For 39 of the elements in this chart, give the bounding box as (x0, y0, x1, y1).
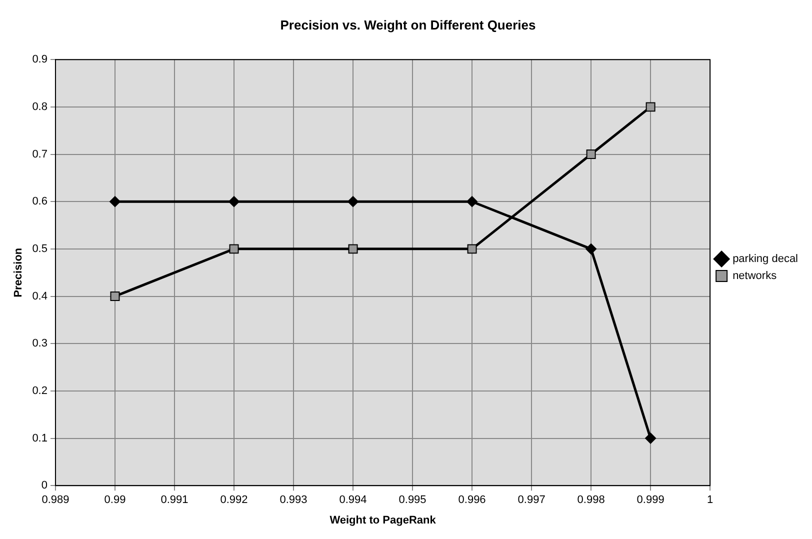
x-tick-label: 0.994 (339, 494, 367, 506)
x-tick-label: 0.995 (398, 494, 426, 506)
x-tick-label: 0.991 (160, 494, 188, 506)
x-axis-title: Weight to PageRank (330, 514, 437, 526)
y-tick-label: 0.8 (32, 100, 48, 113)
chart-title: Precision vs. Weight on Different Queries (280, 17, 536, 32)
y-tick-label: 0.2 (32, 384, 48, 397)
x-tick-label: 0.996 (458, 494, 486, 506)
y-tick-label: 0.6 (32, 196, 48, 208)
point (645, 432, 656, 444)
x-tick-label: 0.99 (104, 494, 126, 506)
y-axis-title: Precision (12, 248, 25, 298)
point (110, 292, 120, 302)
y-tick-label: 0.1 (32, 432, 48, 444)
x-tick-label: 0.992 (220, 494, 248, 506)
point (348, 196, 359, 208)
y-tick-label: 0.3 (32, 338, 48, 350)
legend-label: parking decal (732, 253, 798, 266)
x-tick-label: 0.997 (518, 494, 546, 506)
x-tick-label: 0.999 (636, 494, 664, 506)
x-tick-label: 0.998 (577, 494, 605, 506)
point (586, 243, 597, 254)
y-tick-label: 0.5 (32, 242, 48, 255)
y-tick-label: 0 (41, 480, 48, 492)
point (467, 244, 477, 254)
point (466, 196, 478, 208)
y-tick-label: 0.4 (32, 290, 48, 302)
x-tick-label: 1 (707, 494, 714, 506)
point (110, 196, 120, 208)
x-tick-label: 0.993 (280, 494, 308, 506)
x-tick-label: 0.989 (42, 494, 70, 506)
y-tick-label: 0.9 (32, 54, 48, 66)
legend-label: networks (732, 270, 778, 282)
point (228, 196, 240, 208)
point (229, 244, 239, 254)
point (646, 102, 656, 112)
point (348, 244, 358, 254)
point (586, 150, 596, 160)
y-tick-label: 0.7 (32, 148, 48, 160)
